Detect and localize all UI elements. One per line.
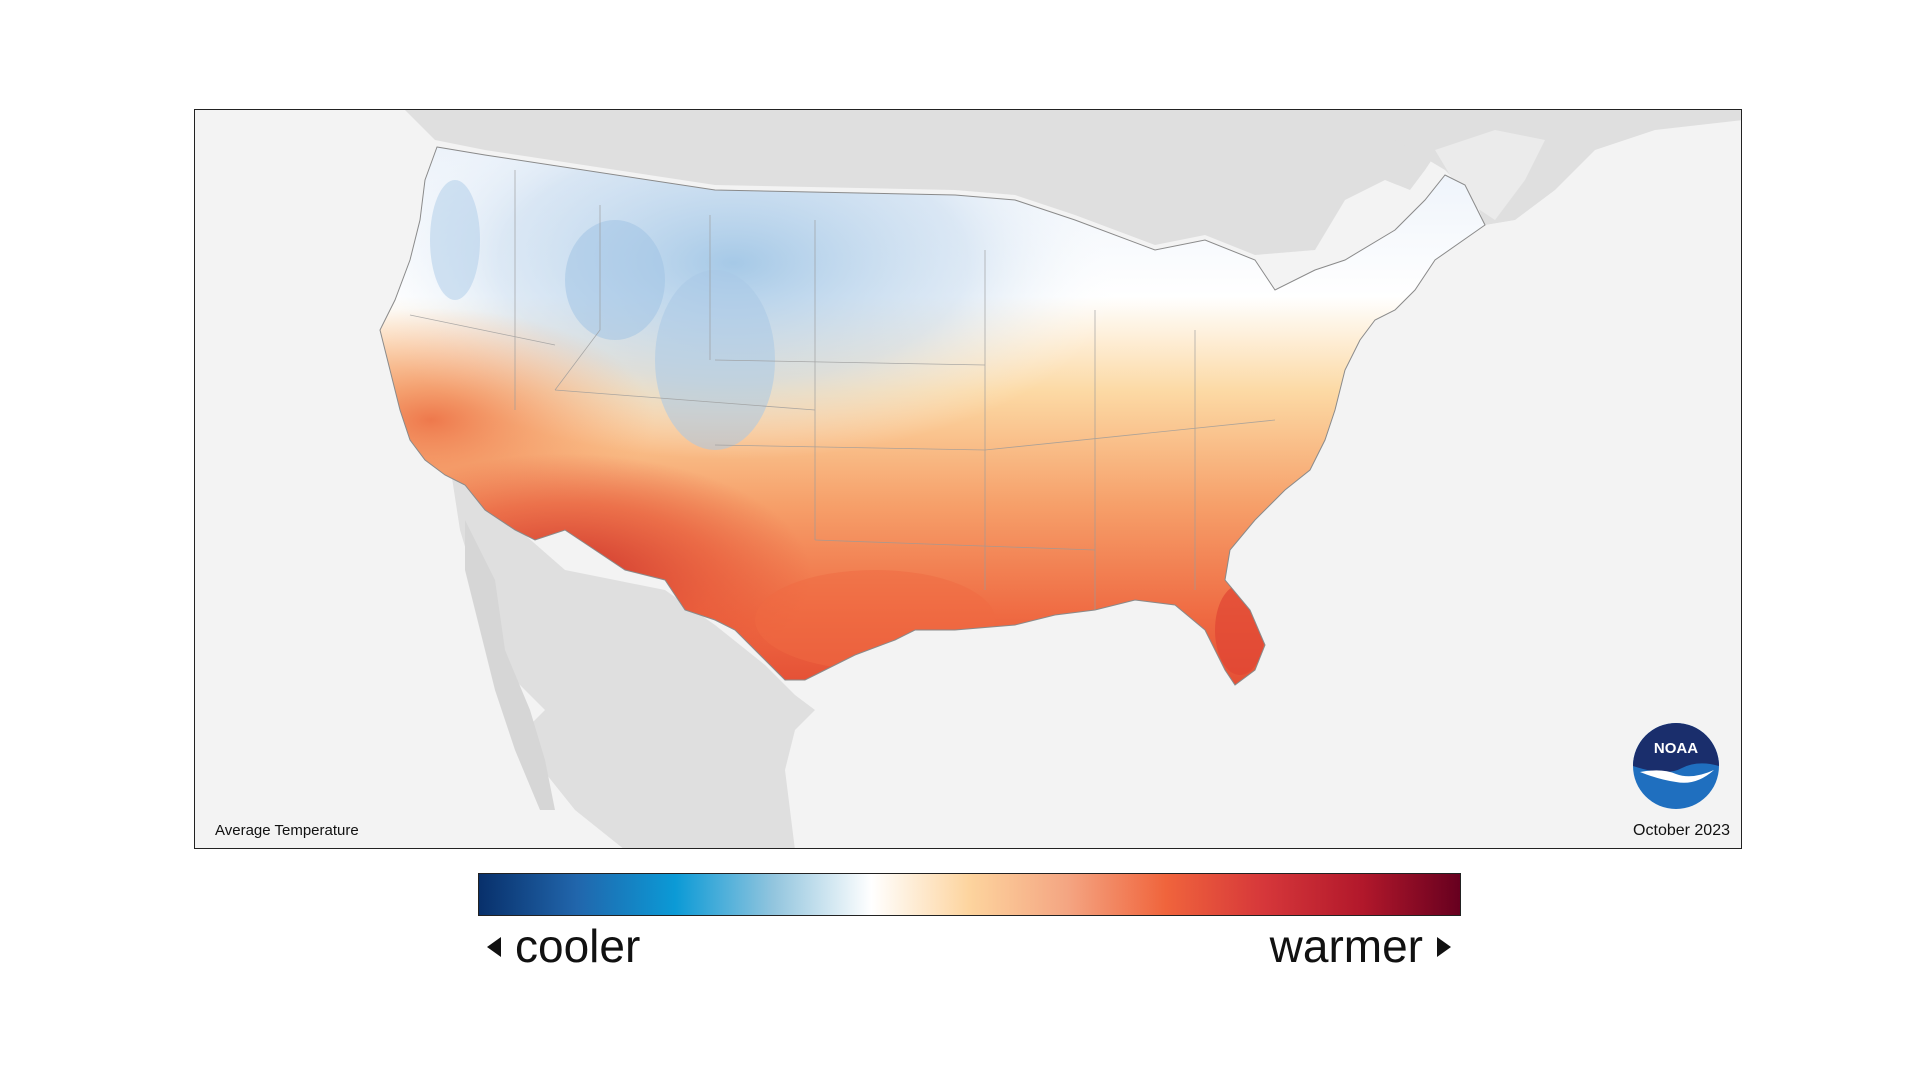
cooler-text: cooler bbox=[515, 920, 641, 972]
triangle-left-icon bbox=[487, 936, 501, 957]
color-scale-bar bbox=[478, 873, 1461, 916]
warmer-text: warmer bbox=[1269, 920, 1423, 972]
noaa-logo-text: NOAA bbox=[1654, 740, 1698, 757]
map-title: Average Temperature bbox=[215, 822, 359, 839]
cooler-label: cooler bbox=[487, 916, 640, 976]
map-panel: Average Temperature October 2023 NOAA bbox=[194, 109, 1742, 849]
warmer-label: warmer bbox=[1270, 916, 1451, 976]
map-date: October 2023 bbox=[1633, 822, 1730, 839]
noaa-logo: NOAA bbox=[1633, 723, 1719, 809]
temperature-map bbox=[379, 110, 1741, 848]
triangle-right-icon bbox=[1437, 936, 1451, 957]
